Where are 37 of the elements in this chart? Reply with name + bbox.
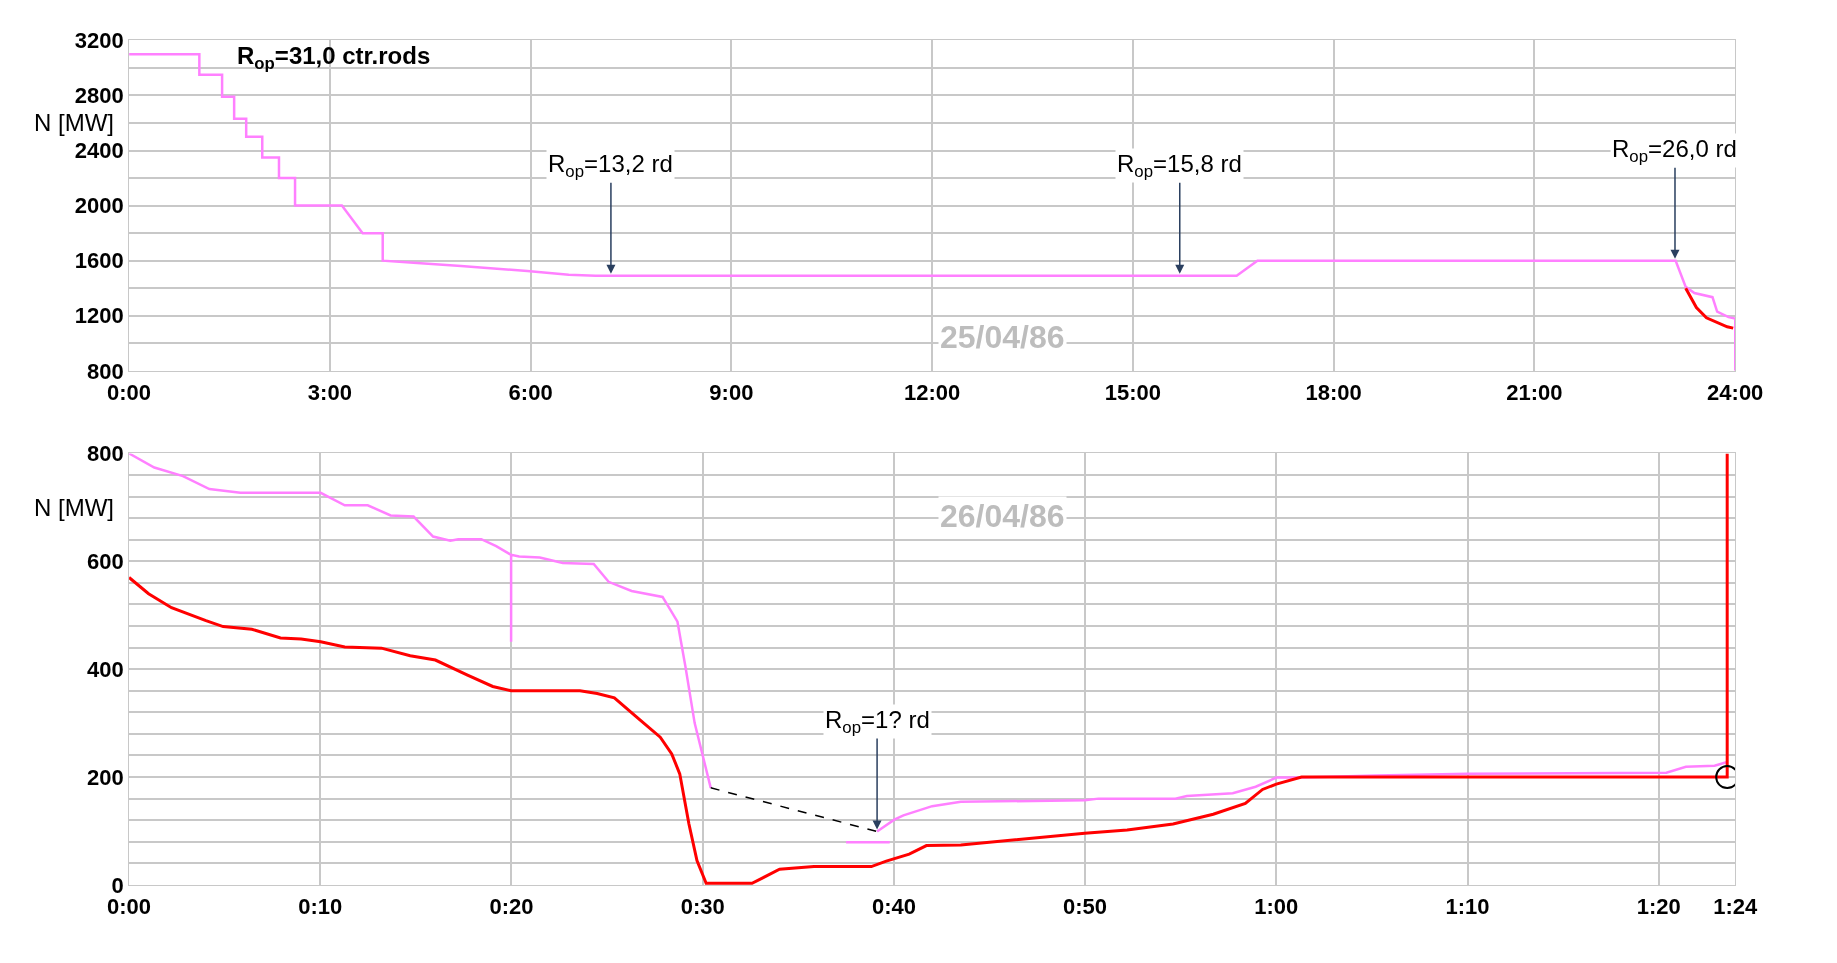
x-tick-label: 0:40	[871, 894, 916, 920]
y-tick-label: 800	[86, 441, 124, 467]
annotation: R$_{op}$=31,0 ctr.rods	[237, 42, 431, 74]
x-tick-label: 18:00	[1305, 380, 1362, 406]
y-tick-label: 2400	[74, 138, 124, 164]
x-tick-label: 12:00	[904, 380, 961, 406]
y-axis-title: N [MW]	[34, 494, 114, 521]
y-tick-label: 3200	[74, 28, 124, 54]
y-tick-label: 2000	[74, 193, 124, 219]
y-tick-label: 2800	[74, 83, 124, 109]
x-tick-label: 21:00	[1506, 380, 1563, 406]
x-tick-label: 1:00	[1254, 894, 1299, 920]
annotation: R$_{op}$=15,8 rd	[1117, 150, 1242, 182]
annotation: 26/04/86	[940, 498, 1065, 534]
y-axis-title: N [MW]	[34, 109, 114, 136]
x-tick-label: 24:00	[1707, 380, 1764, 406]
y-tick-label: 1200	[74, 303, 124, 329]
annotation: R$_{op}$=26,0 rd	[1612, 135, 1737, 167]
x-tick-label: 15:00	[1104, 380, 1162, 406]
x-tick-label: 0:20	[489, 894, 534, 920]
y-tick-label: 400	[86, 656, 124, 682]
x-tick-label: 1:24	[1713, 894, 1758, 920]
x-tick-label: 1:20	[1636, 894, 1681, 920]
x-tick-label: 3:00	[307, 380, 352, 406]
x-tick-label: 1:10	[1445, 894, 1490, 920]
y-tick-label: 600	[86, 549, 124, 575]
x-tick-label: 0:30	[680, 894, 725, 920]
annotation: 25/04/86	[940, 319, 1065, 355]
x-tick-label: 0:10	[298, 894, 343, 920]
line-series	[1684, 286, 1735, 330]
y-tick-label: 200	[86, 764, 124, 790]
x-tick-label: 9:00	[709, 380, 754, 406]
y-tick-label: 1600	[74, 248, 124, 274]
annotation: R$_{op}$=13,2 rd	[548, 150, 673, 182]
annotation: R$_{op}$=1? rd	[825, 706, 930, 738]
x-tick-label: 6:00	[508, 380, 553, 406]
x-tick-label: 0:50	[1063, 894, 1108, 920]
